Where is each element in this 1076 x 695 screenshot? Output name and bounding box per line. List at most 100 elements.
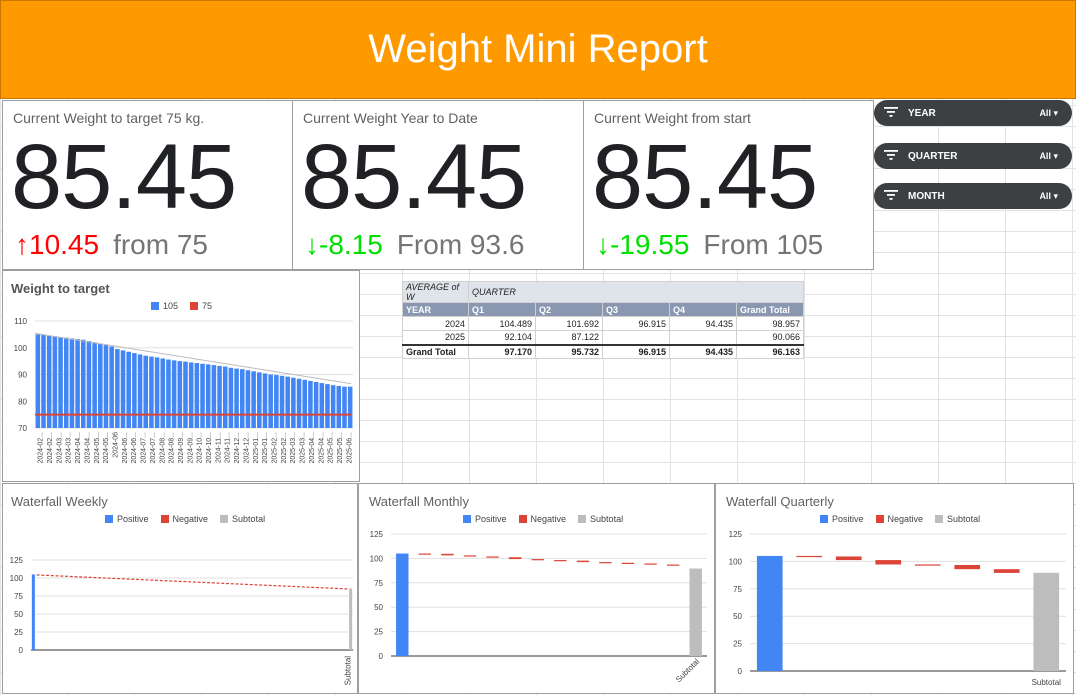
legend-item-positive: Positive xyxy=(820,514,864,524)
y-tick-label: 25 xyxy=(733,640,742,649)
x-tick-label: 2025-02... xyxy=(281,432,288,464)
bar xyxy=(325,384,330,428)
scorecard-value: 85.45 xyxy=(592,126,818,228)
scorecard-delta: ↓-19.55 From 105 xyxy=(596,229,823,261)
bar xyxy=(211,365,217,428)
bar xyxy=(86,341,92,428)
bar xyxy=(296,378,302,428)
bar xyxy=(109,346,114,428)
waterfall-weekly-panel[interactable]: Waterfall Weekly Positive Negative Subto… xyxy=(2,483,358,694)
x-tick-label: 2024-05... xyxy=(103,432,110,464)
chart-legend: Positive Negative Subtotal xyxy=(463,514,623,524)
legend-item-subtotal: Subtotal xyxy=(935,514,980,524)
bar xyxy=(245,370,251,428)
pivot-corner: AVERAGE of W xyxy=(402,281,469,303)
waterfall-bar xyxy=(126,578,130,580)
y-tick-label: 0 xyxy=(19,646,24,655)
table-row: 2024 104.489 101.692 96.915 94.435 98.95… xyxy=(402,316,804,331)
scorecard-title: Current Weight to target 75 kg. xyxy=(13,110,205,126)
waterfall-bar xyxy=(689,568,702,656)
waterfall-bar xyxy=(178,580,182,582)
filter-icon xyxy=(884,106,898,120)
filter-quarter[interactable]: QUARTER All ▾ xyxy=(874,143,1072,169)
waterfall-bar xyxy=(306,586,310,588)
waterfall-bar xyxy=(197,581,201,583)
pivot-cell: 96.915 xyxy=(602,343,670,359)
filter-value[interactable]: All ▾ xyxy=(1039,190,1058,201)
y-tick-label: 125 xyxy=(370,530,384,539)
scorecard-start[interactable]: Current Weight from start 85.45 ↓-19.55 F… xyxy=(583,100,874,270)
waterfall-bar xyxy=(50,575,54,577)
x-tick-label: 2024-10... xyxy=(206,432,213,464)
pivot-table[interactable]: AVERAGE of W QUARTER YEAR Q1 Q2 Q3 Q4 Gr… xyxy=(402,281,804,359)
arrow-down-icon: ↓ xyxy=(305,229,319,260)
scorecard-delta: ↑10.45 from 75 xyxy=(15,229,208,261)
filter-year[interactable]: YEAR All ▾ xyxy=(874,100,1072,126)
x-tick-label: 2024-04... xyxy=(84,432,91,464)
bar xyxy=(274,375,279,428)
bar xyxy=(171,360,177,428)
waterfall-bar xyxy=(230,583,234,585)
waterfall-bar xyxy=(249,583,253,586)
scorecard-ytd[interactable]: Current Weight Year to Date 85.45 ↓-8.15… xyxy=(292,100,584,270)
scorecard-target[interactable]: Current Weight to target 75 kg. 85.45 ↑1… xyxy=(2,100,293,270)
waterfall-bar xyxy=(311,586,315,588)
delta-baseline: From 105 xyxy=(703,229,824,260)
waterfall-bar xyxy=(121,578,125,580)
legend-item-75: 75 xyxy=(190,301,212,311)
waterfall-quarterly-svg: 125 100 75 50 25 0 Subtotal xyxy=(729,530,1066,687)
bar xyxy=(336,386,342,428)
delta-baseline: from 75 xyxy=(113,229,209,260)
scorecard-value: 85.45 xyxy=(11,126,237,228)
legend-item-subtotal: Subtotal xyxy=(220,514,265,524)
bar xyxy=(120,350,126,428)
waterfall-bar xyxy=(301,586,305,588)
waterfall-monthly-svg: 125 100 75 50 25 0 Subtotal xyxy=(370,530,707,684)
filter-name: YEAR xyxy=(908,107,936,119)
waterfall-bar xyxy=(41,574,45,576)
waterfall-bar xyxy=(226,582,230,585)
x-tick-label: 2025-05... xyxy=(337,432,344,464)
waterfall-bar xyxy=(644,563,657,565)
filter-icon xyxy=(884,189,898,203)
chart-legend: Positive Negative Subtotal xyxy=(820,514,980,524)
x-tick-label: 2024-02... xyxy=(38,432,45,464)
waterfall-bar xyxy=(297,586,301,588)
pivot-cell: 92.104 xyxy=(468,330,536,345)
waterfall-bar xyxy=(263,584,267,586)
pivot-cell: 97.170 xyxy=(468,343,536,359)
waterfall-bar xyxy=(192,581,196,583)
bar xyxy=(319,383,325,428)
x-tick-label: 2024-03... xyxy=(56,432,63,464)
caret-down-icon: ▾ xyxy=(1053,107,1058,118)
bar xyxy=(239,369,245,428)
waterfall-monthly-panel[interactable]: Waterfall Monthly Positive Negative Subt… xyxy=(358,483,715,694)
filter-value[interactable]: All ▾ xyxy=(1039,107,1058,118)
bar xyxy=(188,362,194,428)
waterfall-bar xyxy=(102,577,106,579)
filter-value[interactable]: All ▾ xyxy=(1039,150,1058,161)
weight-chart-panel[interactable]: Weight to target 105 75 110 100 90 80 70 2024… xyxy=(2,270,360,482)
report-title: Weight Mini Report xyxy=(368,27,708,71)
legend-item-positive: Positive xyxy=(105,514,149,524)
pivot-col-q4: Q4 xyxy=(669,302,737,317)
waterfall-bar xyxy=(112,577,116,580)
y-tick-label: 75 xyxy=(733,585,742,594)
x-tick-label: 2024-11... xyxy=(215,432,222,463)
waterfall-bar xyxy=(79,576,83,578)
pivot-cell xyxy=(669,330,737,345)
waterfall-bar xyxy=(202,581,206,584)
filter-month[interactable]: MONTH All ▾ xyxy=(874,183,1072,209)
pivot-cell: 94.435 xyxy=(669,343,737,359)
x-tick-label: 2024-02... xyxy=(47,432,54,464)
x-tick-label: 2025-01... xyxy=(253,432,260,464)
waterfall-quarterly-panel[interactable]: Waterfall Quarterly Positive Negative Su… xyxy=(715,483,1074,694)
y-tick-label: 25 xyxy=(374,628,383,637)
waterfall-bar xyxy=(254,584,258,586)
bar xyxy=(46,335,52,428)
waterfall-bar xyxy=(396,553,409,656)
waterfall-bar xyxy=(278,585,282,587)
bar xyxy=(308,380,313,428)
bar xyxy=(268,374,273,428)
